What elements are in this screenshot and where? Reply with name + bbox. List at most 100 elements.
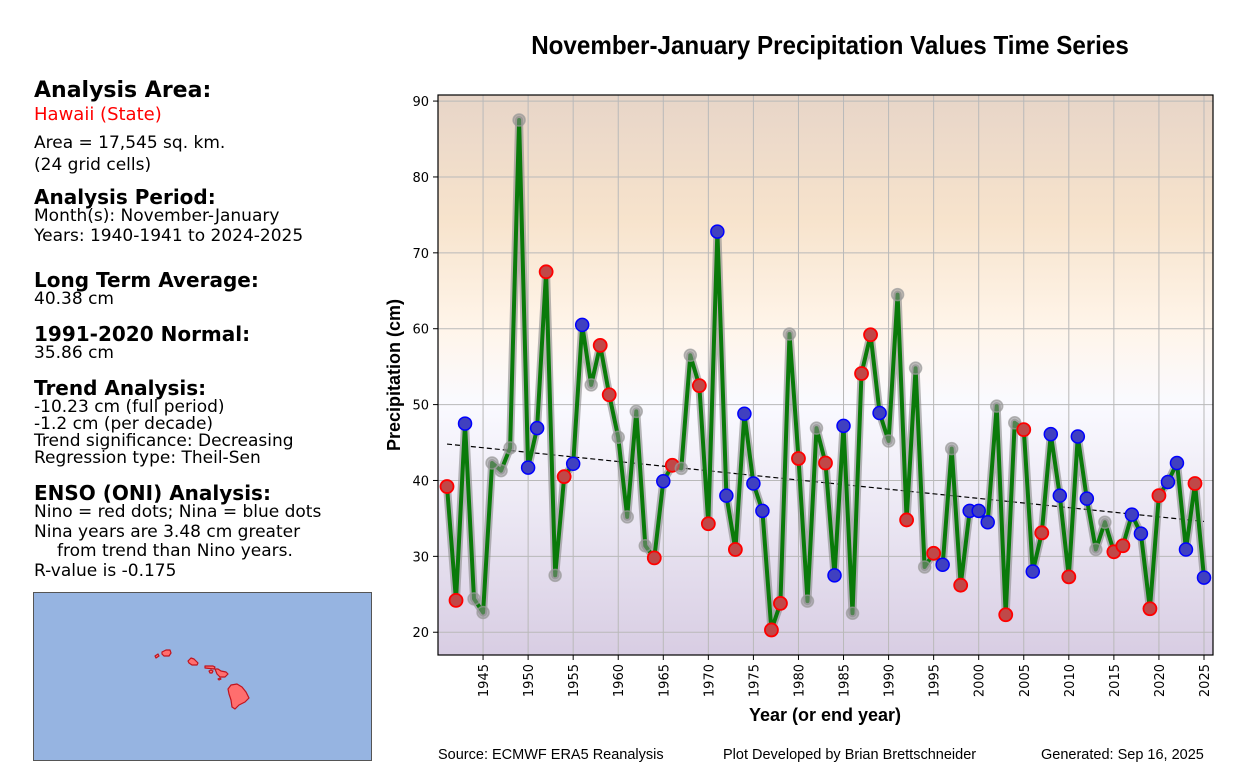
developer-credit: Plot Developed by Brian Brettschneider bbox=[723, 747, 977, 763]
data-point-nino bbox=[863, 327, 878, 343]
data-point-nino bbox=[1034, 525, 1050, 541]
trend-header: Trend Analysis: bbox=[34, 376, 207, 400]
data-point-nina bbox=[656, 473, 671, 489]
data-point-nino bbox=[764, 622, 779, 638]
y-tick-label: 20 bbox=[412, 626, 429, 641]
trend-full: -10.23 cm (full period) bbox=[34, 397, 225, 417]
x-tick-label: 1945 bbox=[477, 664, 492, 697]
data-point-nina bbox=[574, 317, 590, 333]
data-point-nino bbox=[538, 264, 554, 280]
hawaii-islands-map bbox=[154, 649, 250, 710]
period-months: Month(s): November-January bbox=[34, 206, 280, 226]
data-point-nina bbox=[1169, 455, 1185, 471]
island-lanai bbox=[208, 669, 214, 674]
info-panel: Analysis Area: Hawaii (State) Area = 17,… bbox=[34, 78, 394, 582]
data-point-nina bbox=[971, 503, 986, 519]
enso-line2: from trend than Nino years. bbox=[57, 541, 293, 561]
data-point-nino bbox=[556, 469, 572, 485]
data-point-neutral bbox=[809, 421, 824, 435]
island-maui bbox=[214, 668, 229, 678]
data-point-nina bbox=[1178, 542, 1194, 557]
data-point-neutral bbox=[638, 538, 653, 553]
data-point-nino bbox=[791, 451, 806, 466]
island-oahu bbox=[187, 657, 199, 666]
lta-value: 40.38 cm bbox=[34, 289, 114, 309]
data-point-nino bbox=[998, 607, 1014, 623]
data-point-neutral bbox=[503, 441, 517, 455]
enso-r-value: R-value is -0.175 bbox=[34, 561, 177, 581]
data-point-nina bbox=[980, 514, 995, 530]
data-point-neutral bbox=[674, 461, 689, 476]
x-tick-label: 2015 bbox=[1108, 664, 1123, 697]
x-axis-label: Year (or end year) bbox=[749, 705, 901, 725]
data-point-nina bbox=[529, 420, 545, 436]
data-point-nina bbox=[1133, 526, 1149, 541]
data-point-neutral bbox=[782, 327, 797, 341]
data-point-neutral bbox=[476, 605, 490, 620]
x-tick-label: 2020 bbox=[1153, 664, 1168, 697]
y-tick-label: 60 bbox=[412, 323, 429, 338]
data-point-nina bbox=[457, 416, 473, 431]
x-tick-label: 1975 bbox=[747, 664, 762, 697]
x-tick-label: 1995 bbox=[928, 664, 943, 697]
island-hawaii bbox=[227, 683, 250, 710]
regression-type: Regression type: Theil-Sen bbox=[34, 448, 261, 468]
x-tick-label: 1965 bbox=[657, 664, 672, 697]
data-point-neutral bbox=[683, 348, 698, 363]
data-point-nina bbox=[1079, 491, 1095, 506]
data-point-nino bbox=[854, 366, 869, 381]
data-point-nino bbox=[953, 577, 969, 593]
normal-value: 35.86 cm bbox=[34, 343, 114, 363]
data-point-nino bbox=[700, 516, 716, 532]
data-point-nino bbox=[899, 512, 915, 528]
x-tick-label: 1950 bbox=[522, 664, 537, 697]
enso-header: ENSO (ONI) Analysis: bbox=[34, 481, 271, 505]
data-point-nina bbox=[755, 503, 770, 519]
x-tick-label: 2000 bbox=[973, 664, 988, 697]
data-point-nino bbox=[601, 387, 617, 403]
data-point-nino bbox=[592, 338, 608, 353]
data-point-nina bbox=[1196, 570, 1212, 585]
data-point-nina bbox=[737, 406, 752, 421]
data-point-nina bbox=[1025, 564, 1041, 579]
data-point-nino bbox=[439, 479, 455, 494]
data-point-nina bbox=[1052, 488, 1068, 503]
data-point-neutral bbox=[548, 568, 562, 583]
x-tick-label: 1990 bbox=[883, 664, 898, 697]
data-point-neutral bbox=[890, 287, 905, 302]
data-point-nino bbox=[1151, 488, 1167, 504]
data-point-neutral bbox=[485, 456, 499, 470]
enso-legend: Nino = red dots; Nina = blue dots bbox=[34, 502, 322, 522]
data-point-nino bbox=[1142, 601, 1158, 617]
data-point-nino bbox=[1061, 569, 1077, 585]
data-point-nina bbox=[1160, 474, 1176, 490]
data-point-nina bbox=[710, 224, 725, 239]
plot-frame bbox=[437, 94, 1214, 656]
area-header: Analysis Area: bbox=[34, 78, 212, 103]
data-point-neutral bbox=[908, 361, 923, 375]
data-point-neutral bbox=[845, 606, 860, 621]
plot-background bbox=[438, 95, 1213, 655]
island-niihau bbox=[154, 653, 160, 659]
data-point-nino bbox=[1016, 422, 1032, 438]
y-tick-label: 30 bbox=[412, 550, 429, 565]
trend-significance: Trend significance: Decreasing bbox=[34, 431, 294, 451]
data-point-neutral bbox=[512, 113, 526, 127]
y-tick-label: 70 bbox=[412, 247, 429, 262]
data-point-neutral bbox=[989, 399, 1004, 413]
data-point-nino bbox=[818, 455, 833, 471]
data-point-nina bbox=[746, 476, 761, 491]
enso-line1: Nina years are 3.48 cm greater bbox=[34, 522, 301, 542]
data-point-neutral bbox=[629, 404, 644, 419]
trend-decade: -1.2 cm (per decade) bbox=[34, 414, 214, 434]
data-point-nina bbox=[1070, 429, 1086, 444]
data-point-nina bbox=[872, 405, 887, 421]
data-point-nino bbox=[691, 378, 707, 394]
island-kahoolawe bbox=[217, 677, 222, 681]
data-point-nina bbox=[827, 568, 842, 583]
x-tick-label: 1980 bbox=[792, 664, 807, 697]
chart-title: November-January Precipitation Values Ti… bbox=[531, 30, 1129, 60]
data-point-neutral bbox=[1089, 542, 1103, 557]
data-point-neutral bbox=[467, 592, 481, 606]
